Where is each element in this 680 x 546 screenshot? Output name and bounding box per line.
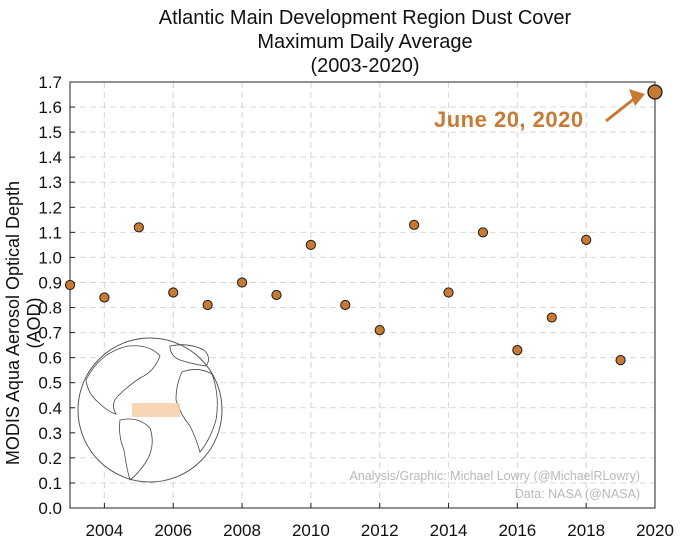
x-tick-label: 2018 [567, 521, 605, 540]
y-tick-label: 0.2 [38, 449, 62, 468]
chart-title: Atlantic Main Development Region Dust Co… [158, 7, 572, 29]
continent-north-america [85, 345, 161, 415]
credit-analysis: Analysis/Graphic: Michael Lowry (@Michae… [349, 469, 640, 483]
y-tick-label: 1.2 [38, 198, 62, 217]
plot-frame [69, 81, 656, 509]
y-tick-label: 1.4 [38, 148, 62, 167]
y-tick-label: 0.1 [38, 474, 62, 493]
axes: 0.0 0.1 0.2 0.3 0.4 0.5 0.6 0.7 0.8 0.9 1.0 1.1 1.2 1… [38, 73, 674, 540]
arrow-head [629, 89, 645, 107]
data-point [477, 227, 489, 238]
y-tick-label: 0.3 [38, 424, 62, 443]
y-tick-label: 0.5 [38, 374, 62, 393]
data-point [409, 219, 420, 230]
main-development-region [132, 403, 180, 417]
chart-subtitle: Maximum Daily Average [257, 31, 473, 53]
x-tick-label: 2006 [154, 521, 192, 540]
y-tick-label: 1.6 [38, 98, 62, 117]
data-point [133, 222, 144, 233]
data-point [546, 312, 557, 323]
y-tick-label: 0.0 [38, 499, 62, 518]
data-point [374, 324, 385, 336]
y-tick-label: 1.3 [38, 173, 62, 192]
data-point [271, 289, 282, 301]
x-tick-label: 2020 [636, 521, 674, 540]
x-tick-label: 2008 [223, 521, 261, 540]
data-points [64, 84, 663, 366]
data-point [615, 355, 626, 366]
x-tick-label: 2010 [292, 521, 330, 540]
data-point [64, 279, 76, 291]
chart-date-range: (2003-2020) [310, 55, 420, 77]
y-axis-label: MODIS Aqua Aerosol Optical Depth (AOD) [3, 180, 44, 466]
credit-data: Data: NASA (@NASA) [514, 487, 640, 501]
y-tick-label: 0.9 [38, 273, 62, 292]
x-tick-label: 2004 [85, 521, 123, 540]
continent-europe [169, 344, 209, 367]
data-point [168, 287, 179, 298]
continent-africa [175, 369, 218, 453]
annotation-arrow [605, 89, 645, 123]
x-tick-label: 2014 [430, 521, 468, 540]
continent-south-america [119, 418, 153, 481]
data-point [305, 239, 316, 250]
data-point [340, 299, 351, 311]
y-tick-label: 0.8 [38, 299, 62, 318]
y-tick-label: 1.5 [38, 123, 62, 142]
data-point [512, 345, 523, 356]
highlight-annotation: June 20, 2020 [434, 107, 584, 132]
y-tick-label: 1.1 [38, 223, 62, 242]
data-point [202, 299, 213, 311]
data-point [581, 234, 592, 245]
y-tick-label: 0.7 [38, 324, 62, 343]
data-point [236, 277, 248, 288]
globe-icon [77, 337, 223, 483]
x-tick-label: 2016 [498, 521, 536, 540]
data-point [99, 292, 110, 303]
y-tick-label: 1.7 [38, 73, 62, 92]
y-tick-label: 0.4 [38, 399, 62, 418]
highlight-point [647, 84, 663, 100]
y-tick-label: 0.6 [38, 349, 62, 368]
data-point [443, 287, 454, 298]
y-tick-label: 1.0 [38, 248, 62, 267]
x-tick-label: 2012 [361, 521, 399, 540]
arrow-shaft [605, 96, 636, 123]
